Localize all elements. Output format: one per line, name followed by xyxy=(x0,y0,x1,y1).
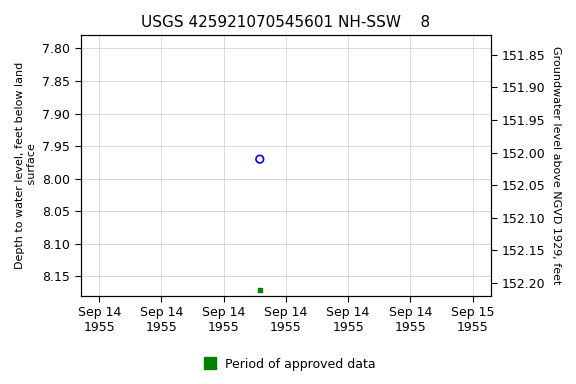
Point xyxy=(255,286,264,293)
Y-axis label: Depth to water level, feet below land
 surface: Depth to water level, feet below land su… xyxy=(15,62,37,269)
Y-axis label: Groundwater level above NGVD 1929, feet: Groundwater level above NGVD 1929, feet xyxy=(551,46,561,285)
Point xyxy=(255,156,264,162)
Title: USGS 425921070545601 NH-SSW    8: USGS 425921070545601 NH-SSW 8 xyxy=(141,15,430,30)
Legend: Period of approved data: Period of approved data xyxy=(195,353,381,376)
